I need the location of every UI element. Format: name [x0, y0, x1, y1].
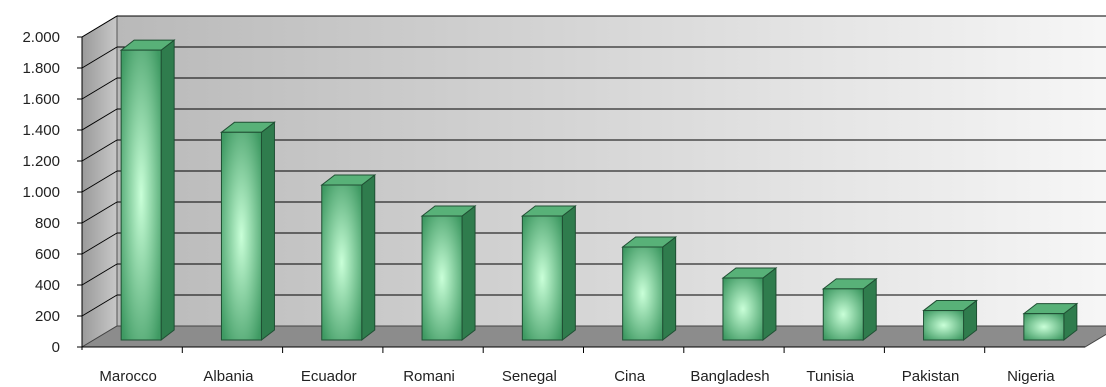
bar-side — [160, 39, 175, 342]
bar-cina — [621, 235, 678, 342]
y-tick-label: 1.800 — [22, 60, 60, 77]
bar-front — [822, 288, 864, 341]
bar-side — [862, 277, 877, 342]
gridline-depth — [81, 232, 118, 255]
x-tick-label: Albania — [203, 368, 254, 385]
bar-front — [1023, 313, 1065, 341]
bar-front — [321, 184, 363, 341]
x-tick-label: Tunisia — [806, 368, 854, 385]
gridline-depth — [81, 139, 118, 162]
y-tick-label: 1.000 — [22, 184, 60, 201]
bar-romani — [420, 204, 477, 342]
y-tick-label: 200 — [35, 308, 60, 325]
bar-front — [622, 246, 664, 341]
gridline-depth — [81, 294, 118, 317]
bars — [119, 39, 1079, 342]
y-tick-label: 600 — [35, 246, 60, 263]
gridline-depth — [81, 170, 118, 193]
gridline-depth — [81, 263, 118, 286]
bar-front — [923, 310, 965, 341]
y-axis: 0 200 400 600 800 1.000 1.200 1.400 1.600 1.800 2.… — [22, 29, 83, 356]
bar-ecuador — [320, 173, 377, 342]
x-axis: Marocco Albania Ecuador Romani Senegal Cina Ba… — [82, 346, 1085, 385]
bar-albania — [219, 121, 276, 342]
x-tick-label: Ecuador — [301, 368, 357, 385]
bar-marocco — [119, 39, 176, 342]
x-tick-label: Bangladesh — [690, 368, 769, 385]
bar-front — [722, 277, 764, 341]
y-tick-label: 0 — [52, 339, 60, 356]
gridline-depth — [81, 201, 118, 224]
y-tick-label: 800 — [35, 215, 60, 232]
y-tick-label: 1.400 — [22, 122, 60, 139]
x-tick-label: Senegal — [502, 368, 557, 385]
x-tick-label: Romani — [403, 368, 455, 385]
bar-bangladesh — [721, 266, 778, 342]
bar-side — [561, 204, 576, 342]
bar-tunisia — [821, 277, 878, 342]
bar-nigeria — [1022, 302, 1079, 342]
bar-front — [120, 49, 162, 341]
y-tick-label: 1.600 — [22, 91, 60, 108]
y-tick-label: 1.200 — [22, 153, 60, 170]
y-tick-label: 2.000 — [22, 29, 60, 46]
bar-side — [662, 235, 677, 342]
x-tick-label: Pakistan — [902, 368, 960, 385]
gridline-depth — [81, 15, 118, 38]
bar-pakistan — [922, 299, 979, 342]
x-tick-label: Marocco — [99, 368, 157, 385]
gridline-depth — [81, 108, 118, 131]
bar-side — [461, 204, 476, 342]
gridline-depth — [81, 46, 118, 69]
x-tick-label: Cina — [614, 368, 646, 385]
bar-front — [421, 215, 463, 341]
bar-side — [260, 121, 275, 342]
bar-front — [521, 215, 563, 341]
bar-side — [762, 266, 777, 342]
gridline-depth — [81, 77, 118, 100]
bar-front — [220, 131, 262, 341]
y-tick-label: 400 — [35, 277, 60, 294]
x-tick-label: Nigeria — [1007, 368, 1055, 385]
gridlines — [81, 15, 1106, 317]
bar-senegal — [520, 204, 577, 342]
bar-side — [361, 173, 376, 342]
